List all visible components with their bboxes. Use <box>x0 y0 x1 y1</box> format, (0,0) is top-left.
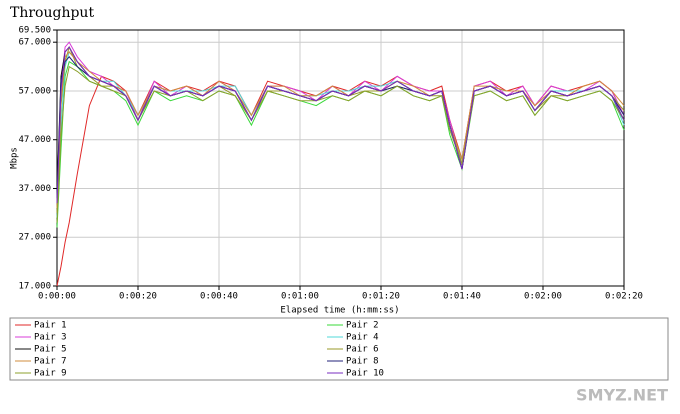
x-tick-label: 0:00:00 <box>38 292 76 302</box>
legend-label: Pair 2 <box>346 321 379 331</box>
y-tick-label: 67.000 <box>18 38 51 48</box>
plot-frame <box>56 29 625 287</box>
y-tick-label: 69.500 <box>18 26 51 36</box>
x-tick-label: 0:01:00 <box>281 292 319 302</box>
legend-box <box>9 317 669 381</box>
series-line <box>56 60 625 228</box>
x-axis-label: Elapsed time (h:mm:ss) <box>280 306 399 316</box>
legend-label: Pair 7 <box>34 357 67 367</box>
y-tick-label: 37.000 <box>18 184 51 194</box>
legend-label: Pair 5 <box>34 345 67 355</box>
legend-label: Pair 6 <box>346 345 379 355</box>
x-tick-label: 0:01:40 <box>443 292 481 302</box>
legend-label: Pair 1 <box>34 321 67 331</box>
watermark: SMYZ.NET <box>576 386 668 405</box>
y-axis-label: Mbps <box>10 147 20 169</box>
legend-label: Pair 9 <box>34 369 67 379</box>
legend-label: Pair 10 <box>346 369 384 379</box>
legend-label: Pair 4 <box>346 333 379 343</box>
x-tick-label: 0:00:20 <box>119 292 157 302</box>
chart-title: Throughput <box>10 5 94 21</box>
y-tick-label: 47.000 <box>18 135 51 145</box>
series-line <box>56 56 625 199</box>
legend-label: Pair 3 <box>34 333 67 343</box>
x-tick-label: 0:01:20 <box>362 292 400 302</box>
series-line <box>56 65 625 223</box>
legend-label: Pair 8 <box>346 357 379 367</box>
x-tick-label: 0:02:20 <box>605 292 643 302</box>
x-tick-label: 0:00:40 <box>200 292 238 302</box>
series-line <box>56 41 625 204</box>
y-tick-label: 57.000 <box>18 86 51 96</box>
series-line <box>56 50 625 218</box>
x-tick-label: 0:02:00 <box>524 292 562 302</box>
y-tick-label: 17.000 <box>18 282 51 292</box>
y-tick-label: 27.000 <box>18 233 51 243</box>
series-line <box>56 46 625 204</box>
series-line <box>56 46 625 194</box>
series-line <box>56 51 625 209</box>
